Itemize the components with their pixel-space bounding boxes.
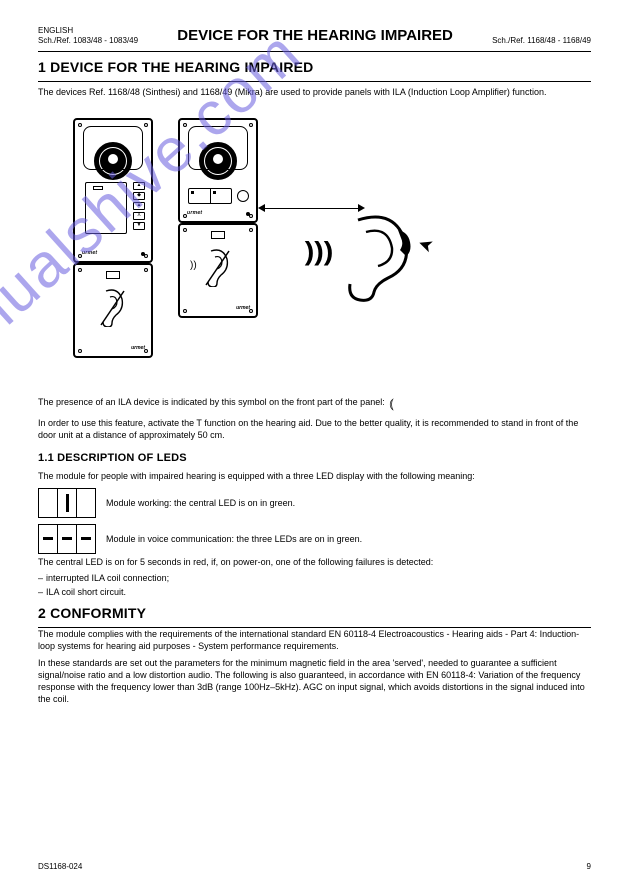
panel-sinthesi-top: ▲◆▲X▼ urmet xyxy=(73,118,153,263)
doc-ref: DS1168-024 xyxy=(38,862,82,873)
prod-ref-2: Sch./Ref. 1168/48 - 1168/49 xyxy=(492,36,591,46)
page-footer: DS1168-024 9 xyxy=(38,862,591,873)
wave-inline-icon: ⦅ xyxy=(389,394,394,413)
page-title: DEVICE FOR THE HEARING IMPAIRED xyxy=(177,26,453,46)
page-number: 9 xyxy=(587,862,591,873)
header-right: Sch./Ref. 1168/48 - 1168/49 xyxy=(492,26,591,47)
led-box-center xyxy=(38,488,96,518)
brand-label: urmet xyxy=(187,210,202,217)
ear-icon xyxy=(98,287,128,327)
arrow-line xyxy=(260,208,360,209)
led-row1-label: Module working: the central LED is on in… xyxy=(106,497,295,509)
wave-icon: )) xyxy=(190,259,197,273)
product-diagram: ▲◆▲X▼ urmet urmet urmet )) urmet xyxy=(38,108,591,388)
failure-item-2: ILA coil short circuit. xyxy=(38,586,591,598)
led-row2-label: Module in voice communication: the three… xyxy=(106,533,362,545)
led-box-all xyxy=(38,524,96,554)
sec2-body2: In these standards are set out the param… xyxy=(38,657,591,706)
leds-failure-intro: The central LED is on for 5 seconds in r… xyxy=(38,556,591,568)
panel-sinthesi-ila: urmet xyxy=(73,263,153,358)
led-row-comm: Module in voice communication: the three… xyxy=(38,524,591,554)
ear-icon xyxy=(203,247,233,287)
arrow-right-icon xyxy=(358,204,365,212)
panel-mikra-ila: )) urmet xyxy=(178,223,258,318)
sec2-title: 2 CONFORMITY xyxy=(38,604,591,623)
brand-label: urmet xyxy=(82,250,97,257)
leds-intro: The module for people with impaired hear… xyxy=(38,470,591,482)
sec1-intro: The devices Ref. 1168/48 (Sinthesi) and … xyxy=(38,86,591,98)
panel-mikra-top: urmet xyxy=(178,118,258,223)
led-row-working: Module working: the central LED is on in… xyxy=(38,488,591,518)
leds-section: 1.1 DESCRIPTION OF LEDS The module for p… xyxy=(38,451,591,598)
brand-label: urmet xyxy=(131,345,145,352)
sec2-body1: The module complies with the requirement… xyxy=(38,628,591,652)
lang-label: ENGLISH xyxy=(38,26,138,36)
leds-title: 1.1 DESCRIPTION OF LEDS xyxy=(38,451,591,466)
page-header: ENGLISH Sch./Ref. 1083/48 - 1083/49 DEVI… xyxy=(38,26,591,47)
divider xyxy=(38,81,591,82)
sec1-title: 1 DEVICE FOR THE HEARING IMPAIRED xyxy=(38,58,591,77)
failure-item-1: interrupted ILA coil connection; xyxy=(38,572,591,584)
divider xyxy=(38,51,591,52)
hearing-aid-note: In order to use this feature, activate t… xyxy=(38,417,591,441)
ila-symbol-note: The presence of an ILA device is indicat… xyxy=(38,394,591,413)
brand-label: urmet xyxy=(236,305,250,312)
header-left: ENGLISH Sch./Ref. 1083/48 - 1083/49 xyxy=(38,26,138,47)
leds-failure-notes: The central LED is on for 5 seconds in r… xyxy=(38,556,591,598)
prod-ref-1: Sch./Ref. 1083/48 - 1083/49 xyxy=(38,36,138,46)
ear-large-icon xyxy=(328,212,428,302)
